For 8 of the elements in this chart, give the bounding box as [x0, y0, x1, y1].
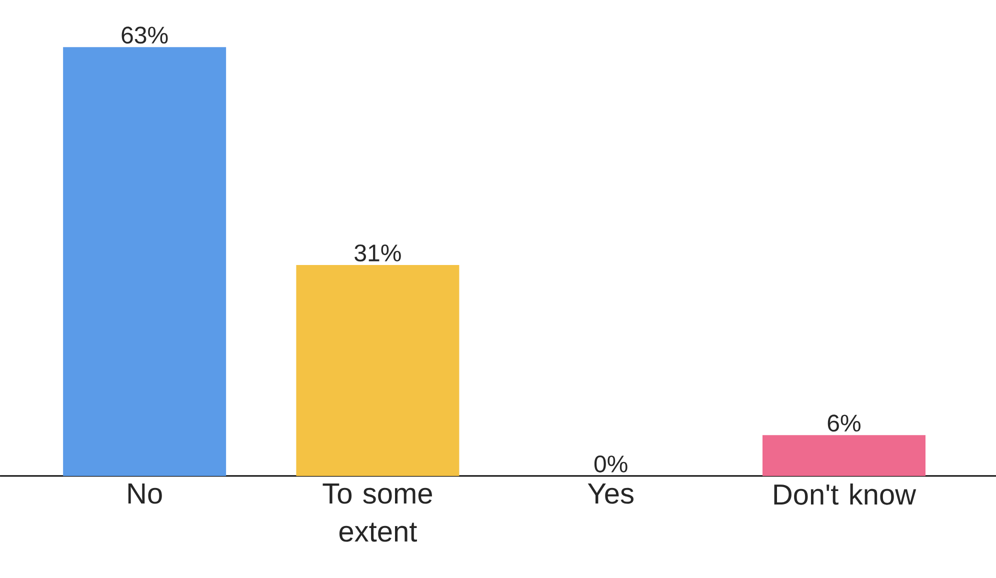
x-tick-label: To some extent — [322, 484, 432, 542]
x-tick-label: No — [128, 484, 162, 504]
data-label: 6% — [828, 414, 860, 432]
data-label: 31% — [354, 244, 401, 262]
data-label: 63% — [122, 26, 168, 44]
data-label: 0% — [594, 455, 628, 472]
x-tick-label: Yes — [588, 484, 634, 504]
x-tick-label: Don't know — [774, 484, 916, 505]
